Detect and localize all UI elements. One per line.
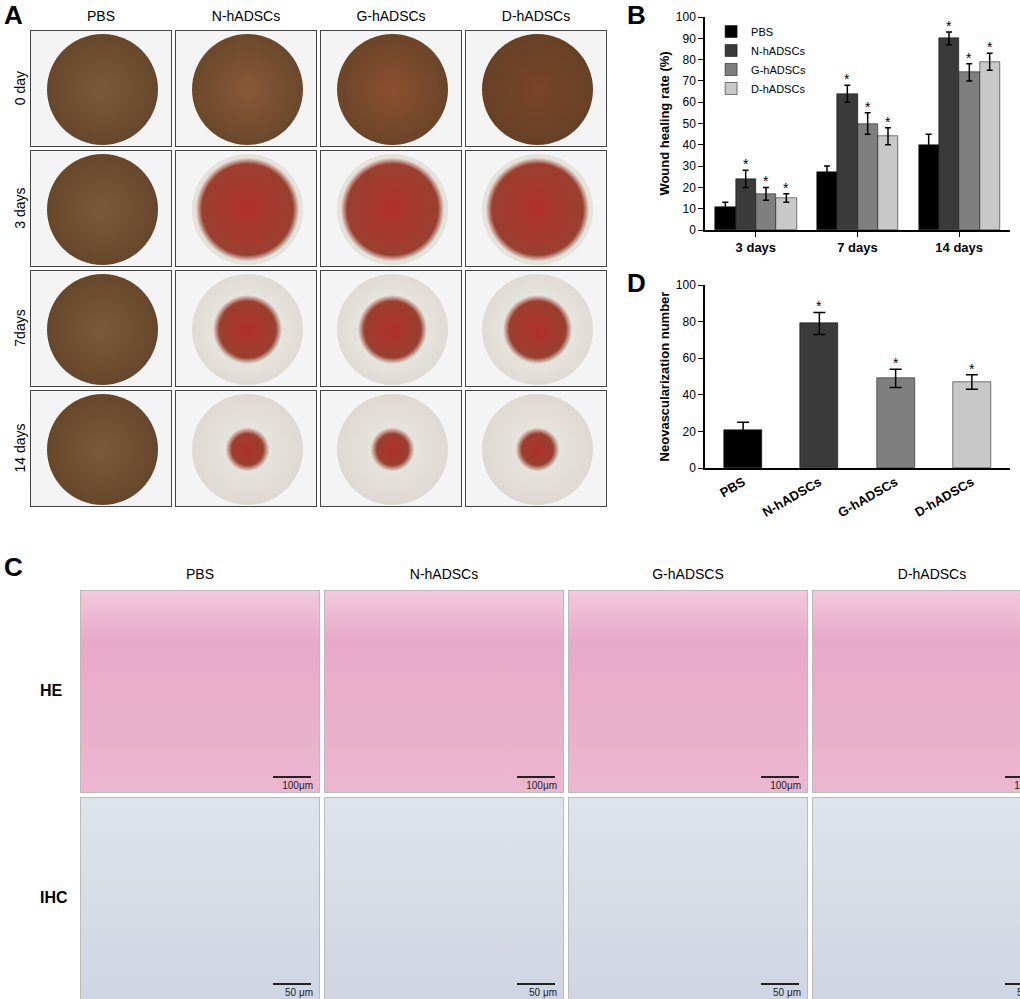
- svg-text:Neovascularization number: Neovascularization number: [657, 292, 672, 462]
- svg-text:G-hADSCs: G-hADSCs: [751, 64, 806, 76]
- html-text:PBS: PBS: [186, 566, 214, 582]
- svg-text:40: 40: [682, 388, 696, 402]
- svg-text:*: *: [885, 114, 891, 130]
- html-text:N-hADSCs: N-hADSCs: [409, 566, 479, 582]
- html-text:7days: 7days: [12, 308, 28, 347]
- html-text:G-hADSCs: G-hADSCs: [356, 8, 426, 24]
- svg-text:50: 50: [682, 117, 696, 131]
- svg-text:100: 100: [676, 10, 696, 24]
- svg-text:*: *: [783, 180, 789, 196]
- svg-text:D-hADSCs: D-hADSCs: [912, 474, 976, 520]
- svg-text:60: 60: [682, 95, 696, 109]
- svg-text:60: 60: [682, 351, 696, 365]
- svg-text:*: *: [969, 361, 975, 377]
- html-text:0 day: 0 day: [12, 70, 28, 105]
- svg-text:30: 30: [682, 159, 696, 173]
- svg-text:14 days: 14 days: [935, 240, 983, 255]
- svg-text:40: 40: [682, 138, 696, 152]
- html-text:100μm: 100μm: [770, 780, 801, 791]
- svg-text:N-hADSCs: N-hADSCs: [760, 474, 824, 520]
- html-text:50 μm: 50 μm: [285, 987, 313, 998]
- svg-text:*: *: [966, 50, 972, 66]
- html-text:14 days: 14 days: [12, 423, 28, 472]
- html-text:C: C: [4, 552, 23, 582]
- html-text:B: B: [627, 0, 646, 30]
- svg-text:*: *: [893, 355, 899, 371]
- svg-text:10: 10: [682, 202, 696, 216]
- svg-text:100: 100: [676, 278, 696, 292]
- svg-text:*: *: [743, 156, 749, 172]
- svg-text:0: 0: [689, 223, 696, 237]
- svg-text:Wound healing rate (%): Wound healing rate (%): [657, 51, 672, 195]
- svg-text:N-hADSCs: N-hADSCs: [751, 45, 805, 57]
- svg-text:20: 20: [682, 425, 696, 439]
- svg-text:PBS: PBS: [751, 26, 773, 38]
- html-text:50 μm: 50 μm: [529, 987, 557, 998]
- svg-text:*: *: [816, 298, 822, 314]
- html-text:D-hADSCs: D-hADSCs: [897, 566, 967, 582]
- html-text:PBS: PBS: [87, 8, 115, 24]
- html-text:G-hADSCS: G-hADSCS: [652, 566, 724, 582]
- svg-text:3 days: 3 days: [736, 240, 776, 255]
- svg-text:PBS: PBS: [717, 474, 748, 501]
- svg-text:90: 90: [682, 32, 696, 46]
- html-text:IHC: IHC: [40, 888, 68, 906]
- html-text:A: A: [4, 0, 23, 30]
- html-text:N-hADSCs: N-hADSCs: [211, 8, 281, 24]
- html-text:3 days: 3 days: [12, 186, 28, 229]
- svg-text:20: 20: [682, 181, 696, 195]
- html-text:50 μm: 50 μm: [773, 987, 801, 998]
- svg-text:7 days: 7 days: [837, 240, 877, 255]
- svg-text:*: *: [844, 71, 850, 87]
- svg-text:80: 80: [682, 53, 696, 67]
- svg-text:70: 70: [682, 74, 696, 88]
- svg-text:*: *: [865, 99, 871, 115]
- html-text:100μm: 100μm: [526, 780, 557, 791]
- svg-text:G-hADSCs: G-hADSCs: [835, 474, 900, 520]
- html-text:HE: HE: [40, 681, 63, 699]
- svg-text:*: *: [987, 39, 993, 55]
- svg-text:0: 0: [689, 461, 696, 475]
- svg-text:80: 80: [682, 315, 696, 329]
- svg-text:D-hADSCs: D-hADSCs: [751, 83, 805, 95]
- svg-text:*: *: [763, 173, 769, 189]
- html-text:D-hADSCs: D-hADSCs: [501, 8, 571, 24]
- html-text:100μm: 100μm: [282, 780, 313, 791]
- html-text:D: D: [627, 268, 646, 298]
- svg-text:*: *: [946, 18, 952, 34]
